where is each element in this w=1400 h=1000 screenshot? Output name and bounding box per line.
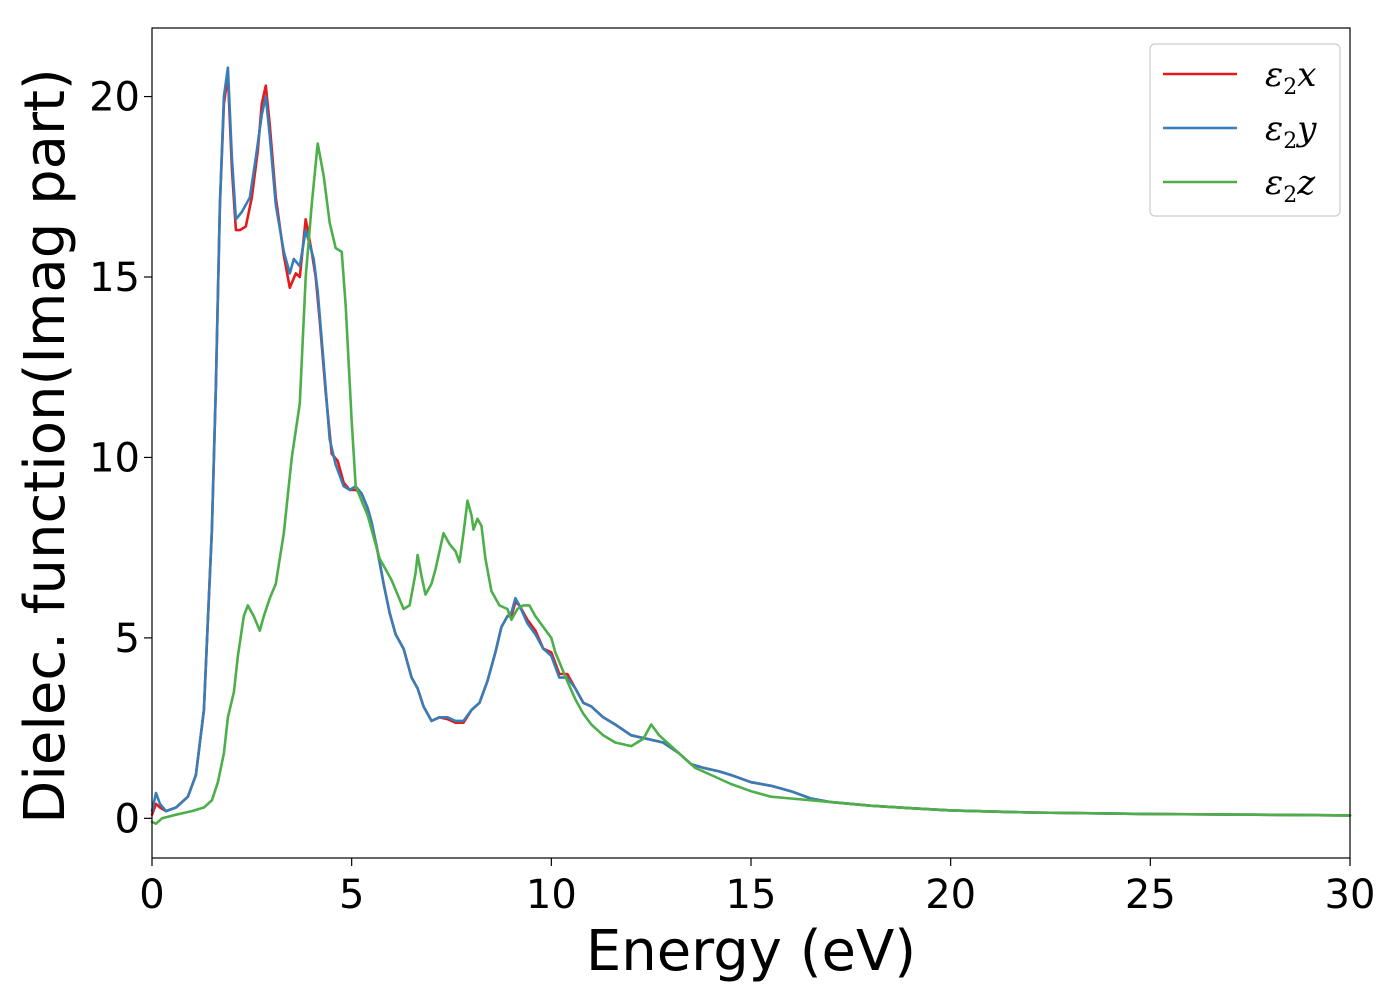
legend-label-x: ε2x (1265, 55, 1316, 100)
y-tick-label: 5 (115, 616, 140, 662)
legend-label-y: ε2y (1265, 109, 1317, 154)
x-tick-label: 15 (726, 872, 777, 918)
y-axis-label: Dielec. function(Imag part) (13, 68, 78, 824)
y-tick-label: 15 (89, 255, 140, 301)
series-line-z (150, 142, 1352, 825)
y-tick-label: 20 (89, 75, 140, 121)
y-tick-label: 0 (115, 796, 140, 842)
x-tick-label: 25 (1125, 872, 1176, 918)
x-tick-label: 20 (925, 872, 976, 918)
legend-box (1149, 43, 1341, 217)
legend: ε2x ε2y ε2z (1149, 43, 1341, 217)
x-tick-label: 5 (339, 872, 364, 918)
series-layer (150, 66, 1352, 825)
x-tick-label: 0 (139, 872, 164, 918)
y-axis-ticks: 0 5 10 15 20 (89, 75, 152, 842)
x-tick-label: 30 (1325, 872, 1376, 918)
x-tick-label: 10 (526, 872, 577, 918)
y-tick-label: 10 (89, 435, 140, 481)
x-axis-label: Energy (eV) (586, 919, 916, 984)
x-axis-ticks: 0 5 10 15 20 25 30 (139, 858, 1375, 918)
legend-label-z: ε2z (1265, 163, 1316, 208)
